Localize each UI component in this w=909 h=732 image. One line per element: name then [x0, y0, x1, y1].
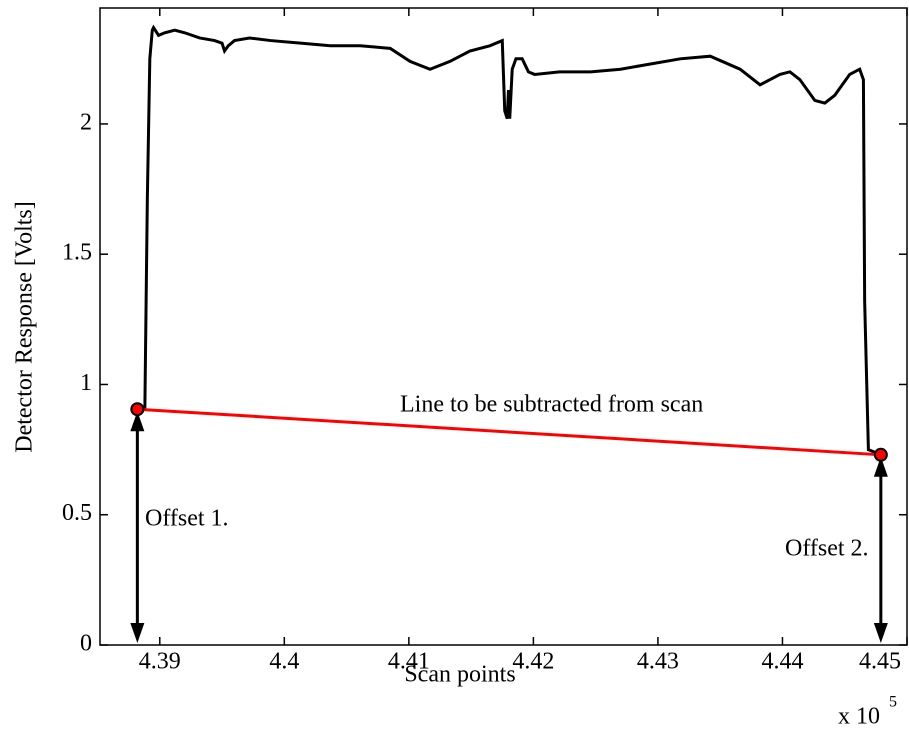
x-tick-label: 4.42 — [512, 649, 554, 675]
series-line — [143, 24, 882, 457]
x-tick-label: 4.45 — [859, 649, 901, 675]
y-tick-label: 0.5 — [62, 500, 92, 526]
x-tick-label: 4.41 — [388, 649, 430, 675]
x-tick-label: 4.44 — [761, 649, 803, 675]
x-tick-label: 4.4 — [269, 649, 299, 675]
annotation: Offset 1. — [145, 506, 229, 532]
x-multiplier-exponent: 5 — [889, 694, 897, 711]
x-tick-label: 4.39 — [139, 649, 181, 675]
marker — [130, 402, 145, 417]
arrow-head — [873, 456, 888, 477]
y-tick-label: 1 — [80, 370, 92, 396]
y-tick-label: 2 — [80, 109, 92, 135]
arrow-head — [130, 623, 145, 643]
x-axis-label: Scan points — [404, 662, 515, 688]
marker — [873, 447, 888, 462]
y-axis-label: Detector Response [Volts] — [12, 201, 38, 453]
annotation: Offset 2. — [785, 536, 869, 562]
line-annotation: Line to be subtracted from scan — [400, 392, 703, 418]
plot-area — [99, 7, 908, 646]
series-line — [137, 407, 881, 457]
x-tick-label: 4.43 — [637, 649, 679, 675]
y-tick-label: 0 — [80, 631, 92, 657]
y-tick-label: 1.5 — [62, 240, 92, 266]
arrow-head — [873, 623, 888, 643]
x-multiplier: x 10 — [838, 704, 880, 730]
arrow-head — [130, 411, 145, 432]
